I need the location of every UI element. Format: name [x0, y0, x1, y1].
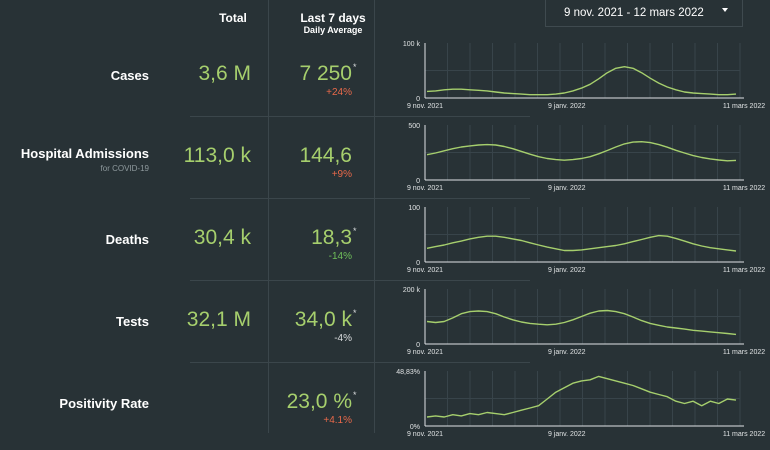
y-tick-max: 48,83% — [396, 369, 420, 376]
data-series-line — [426, 234, 737, 252]
row-separator — [190, 116, 530, 117]
y-tick-min: 0 — [416, 342, 420, 349]
daily-average-value: 34,0 k — [294, 308, 352, 331]
sparkline-svg: 200 k 09 nov. 2021 9 janv. 2022 11 mars 202… — [403, 287, 765, 356]
header-last-7-days: Last 7 days — [300, 11, 366, 25]
row-separator — [190, 280, 530, 281]
x-tick-mid: 9 janv. 2022 — [548, 103, 586, 110]
daily-average-value: 7 250 — [299, 62, 352, 85]
metric-sublabel: for COVID-19 — [100, 164, 149, 173]
total-value: 113,0 k — [183, 144, 251, 167]
row-separator — [190, 198, 530, 199]
chevron-down-icon — [722, 8, 728, 12]
column-divider — [268, 0, 269, 433]
estimate-marker: * — [353, 62, 357, 72]
metric-label-hospital-admissions: Hospital Admissions — [20, 146, 149, 161]
total-value: 30,4 k — [193, 226, 251, 249]
sparkline-svg: 100 09 nov. 2021 9 janv. 2022 11 mars 2022 — [407, 205, 765, 274]
metric-label-tests: Tests — [116, 314, 149, 329]
y-tick-min: 0% — [410, 424, 420, 431]
metric-label-positivity-rate: Positivity Rate — [59, 396, 149, 411]
x-tick-end: 11 mars 2022 — [723, 103, 765, 110]
x-tick-start: 9 nov. 2021 — [407, 431, 443, 438]
change-percent: -4% — [334, 333, 352, 344]
daily-average-value: 23,0 % — [286, 390, 352, 413]
date-range-dropdown[interactable]: 9 nov. 2021 - 12 mars 2022 — [545, 0, 743, 27]
x-tick-mid: 9 janv. 2022 — [548, 185, 586, 192]
estimate-marker: * — [353, 308, 357, 318]
data-series-line — [426, 141, 737, 162]
header-total: Total — [219, 11, 247, 25]
data-series-line — [426, 309, 737, 336]
sparkline-hospital-admissions: 500 0 9 nov. 2021 9 janv. 2022 11 mars 2022 — [376, 119, 770, 199]
metric-label-cases: Cases — [110, 68, 149, 83]
change-percent: +24% — [326, 87, 352, 98]
estimate-marker: * — [353, 226, 357, 236]
sparkline-svg: 500 09 nov. 2021 9 janv. 2022 11 mars 2022 — [407, 123, 765, 192]
total-value: 3,6 M — [198, 62, 251, 85]
change-percent: +4.1% — [323, 415, 352, 426]
y-tick-min: 0 — [416, 178, 420, 185]
data-series-line — [426, 66, 737, 96]
y-tick-max: 100 k — [403, 41, 421, 48]
x-tick-end: 11 mars 2022 — [723, 431, 765, 438]
sparkline-deaths: 100 0 9 nov. 2021 9 janv. 2022 11 mars 2022 — [376, 201, 770, 281]
x-tick-mid: 9 janv. 2022 — [548, 349, 586, 356]
x-tick-start: 9 nov. 2021 — [407, 267, 443, 274]
sparkline-positivity-rate: 48,83% 0% 9 nov. 2021 9 janv. 2022 11 mars 2… — [376, 365, 770, 445]
sparkline-svg: 48,83% 0%9 nov. 2021 9 janv. 2022 11 mars 2… — [396, 369, 765, 438]
data-series-line — [426, 375, 737, 418]
x-tick-end: 11 mars 2022 — [723, 185, 765, 192]
daily-average-value: 18,3 — [311, 226, 352, 249]
change-percent: -14% — [328, 251, 352, 262]
x-tick-mid: 9 janv. 2022 — [548, 267, 586, 274]
column-divider — [374, 0, 375, 433]
y-tick-min: 0 — [416, 96, 420, 103]
x-tick-start: 9 nov. 2021 — [407, 185, 443, 192]
x-tick-start: 9 nov. 2021 — [407, 103, 443, 110]
y-tick-min: 0 — [416, 260, 420, 267]
y-tick-max: 100 — [408, 205, 420, 212]
x-tick-end: 11 mars 2022 — [723, 267, 765, 274]
x-tick-end: 11 mars 2022 — [723, 349, 765, 356]
header-daily-average: Daily Average — [303, 25, 363, 35]
change-percent: +9% — [331, 169, 352, 180]
date-range-value: 9 nov. 2021 - 12 mars 2022 — [564, 7, 704, 19]
estimate-marker: * — [353, 390, 357, 400]
total-value: 32,1 M — [186, 308, 251, 331]
y-tick-max: 500 — [408, 123, 420, 130]
y-tick-max: 200 k — [403, 287, 421, 294]
daily-average-value: 144,6 — [299, 144, 352, 167]
metric-label-deaths: Deaths — [105, 232, 149, 247]
sparkline-svg: 100 k 09 nov. 2021 9 janv. 2022 11 mars 202… — [403, 41, 765, 110]
x-tick-start: 9 nov. 2021 — [407, 349, 443, 356]
x-tick-mid: 9 janv. 2022 — [548, 431, 586, 438]
row-separator — [190, 362, 530, 363]
